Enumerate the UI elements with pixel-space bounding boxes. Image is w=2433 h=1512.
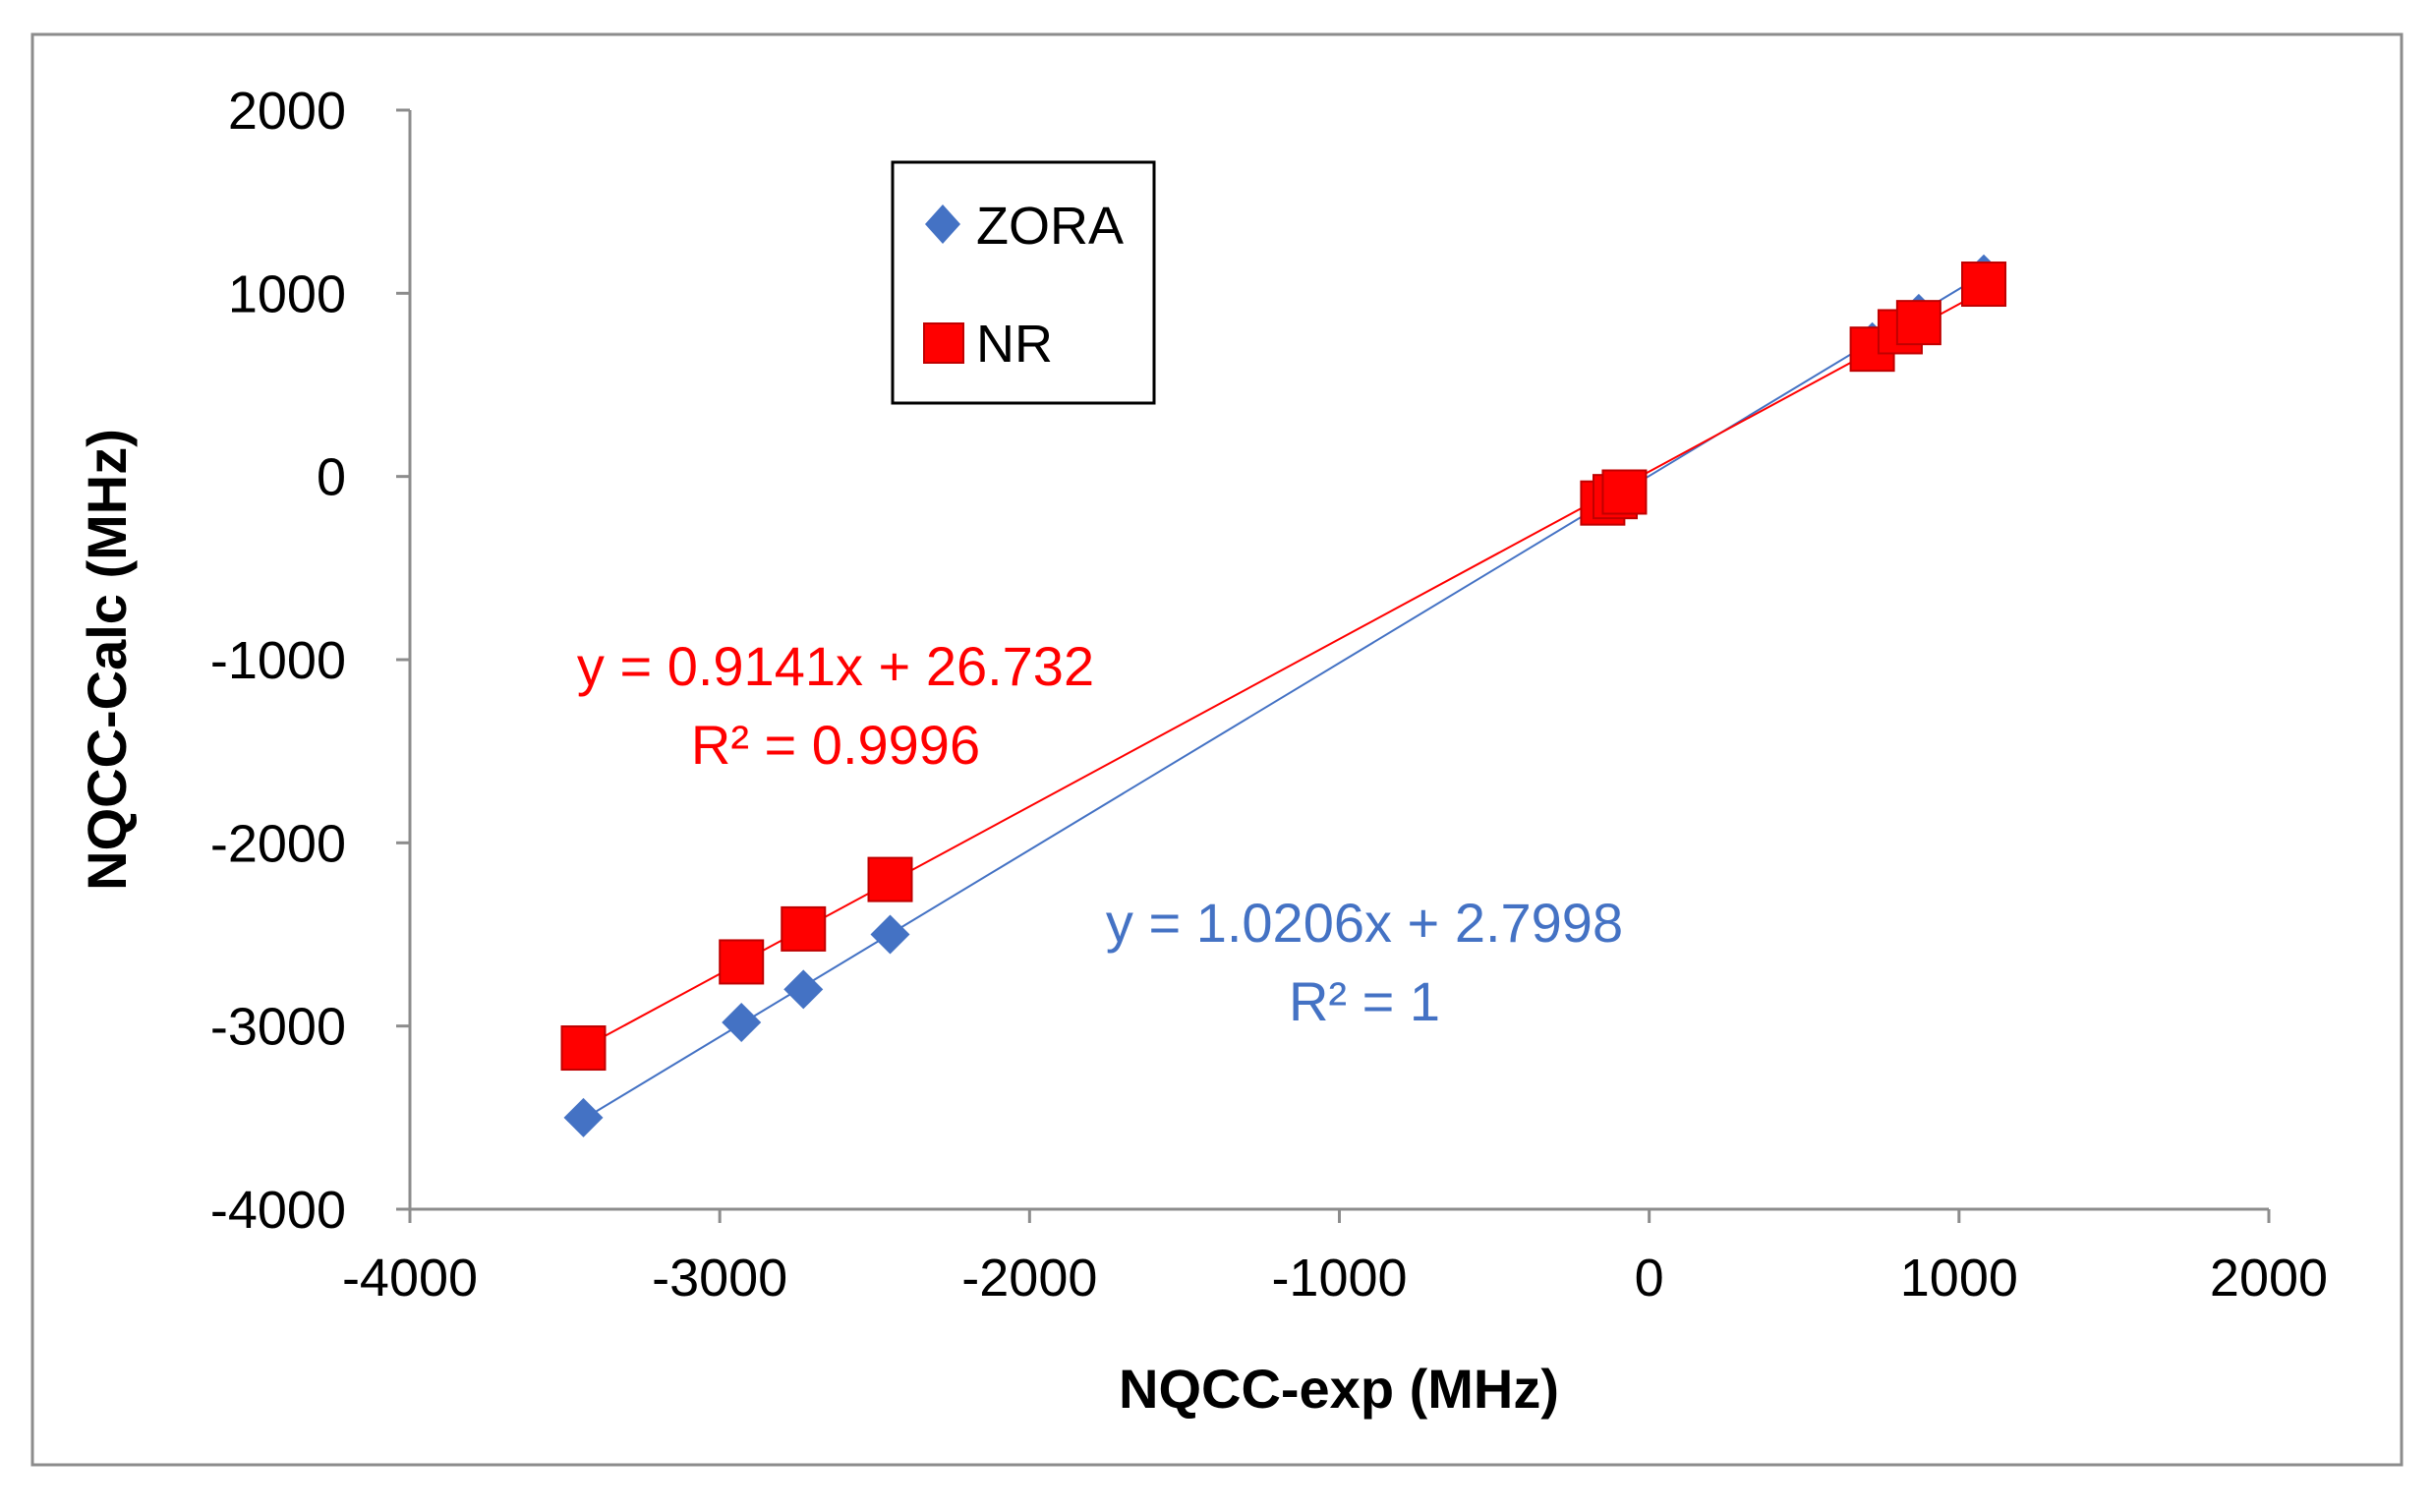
y-tick-label: 0: [317, 448, 346, 507]
chart-border: [30, 32, 2404, 1467]
y-tick-label: 2000: [228, 82, 346, 141]
y-tick-label: -4000: [210, 1181, 346, 1240]
x-tick-label: 1000: [1900, 1249, 2018, 1308]
axis-ticks: [396, 108, 2271, 1223]
axes: -4000 -3000 -2000 -1000 0 1000 2000 -4000 -3000 -…: [210, 82, 2328, 1308]
y-axis-title: NQCC-Calc (MHz): [76, 429, 138, 891]
nr-point: [781, 905, 827, 952]
x-tick-label: -4000: [342, 1249, 478, 1308]
y-tick-label: -3000: [210, 998, 346, 1057]
nr-point: [867, 856, 913, 902]
y-tick-label: 1000: [228, 264, 346, 323]
legend-zora-label: ZORA: [976, 197, 1124, 256]
zora-point: [722, 1002, 762, 1042]
data-markers: [560, 254, 2007, 1137]
x-tick-label: -2000: [961, 1249, 1097, 1308]
zora-point: [783, 969, 824, 1010]
y-tick-label: -1000: [210, 631, 346, 690]
x-tick-label: 0: [1635, 1249, 1664, 1308]
x-tick-label: -3000: [652, 1249, 787, 1308]
legend: ZORA NR: [891, 160, 1156, 405]
nr-point: [1601, 469, 1648, 515]
legend-nr-marker: [923, 322, 964, 364]
x-axis-title: NQCC-exp (MHz): [1119, 1358, 1559, 1420]
zora-trendline: [582, 271, 1988, 1121]
zora-point: [563, 1097, 604, 1137]
nr-r2: R² = 0.9996: [691, 714, 980, 776]
zora-point: [870, 914, 910, 955]
x-tick-label: -1000: [1271, 1249, 1407, 1308]
nr-equation: y = 0.9141x + 26.732: [577, 635, 1094, 697]
legend-nr-label: NR: [976, 315, 1053, 374]
zora-r2: R² = 1: [1289, 970, 1440, 1032]
nr-point: [1895, 300, 1941, 346]
nr-point: [1961, 262, 2007, 308]
y-tick-label: -2000: [210, 814, 346, 873]
zora-equation: y = 1.0206x + 2.7998: [1106, 892, 1623, 954]
x-tick-label: 2000: [2210, 1249, 2328, 1308]
nr-point: [560, 1025, 607, 1072]
nr-point: [719, 939, 765, 985]
legend-zora-marker: [925, 204, 960, 244]
axis-tick-labels: -4000 -3000 -2000 -1000 0 1000 2000 -4000 -3000 -…: [210, 82, 2328, 1308]
